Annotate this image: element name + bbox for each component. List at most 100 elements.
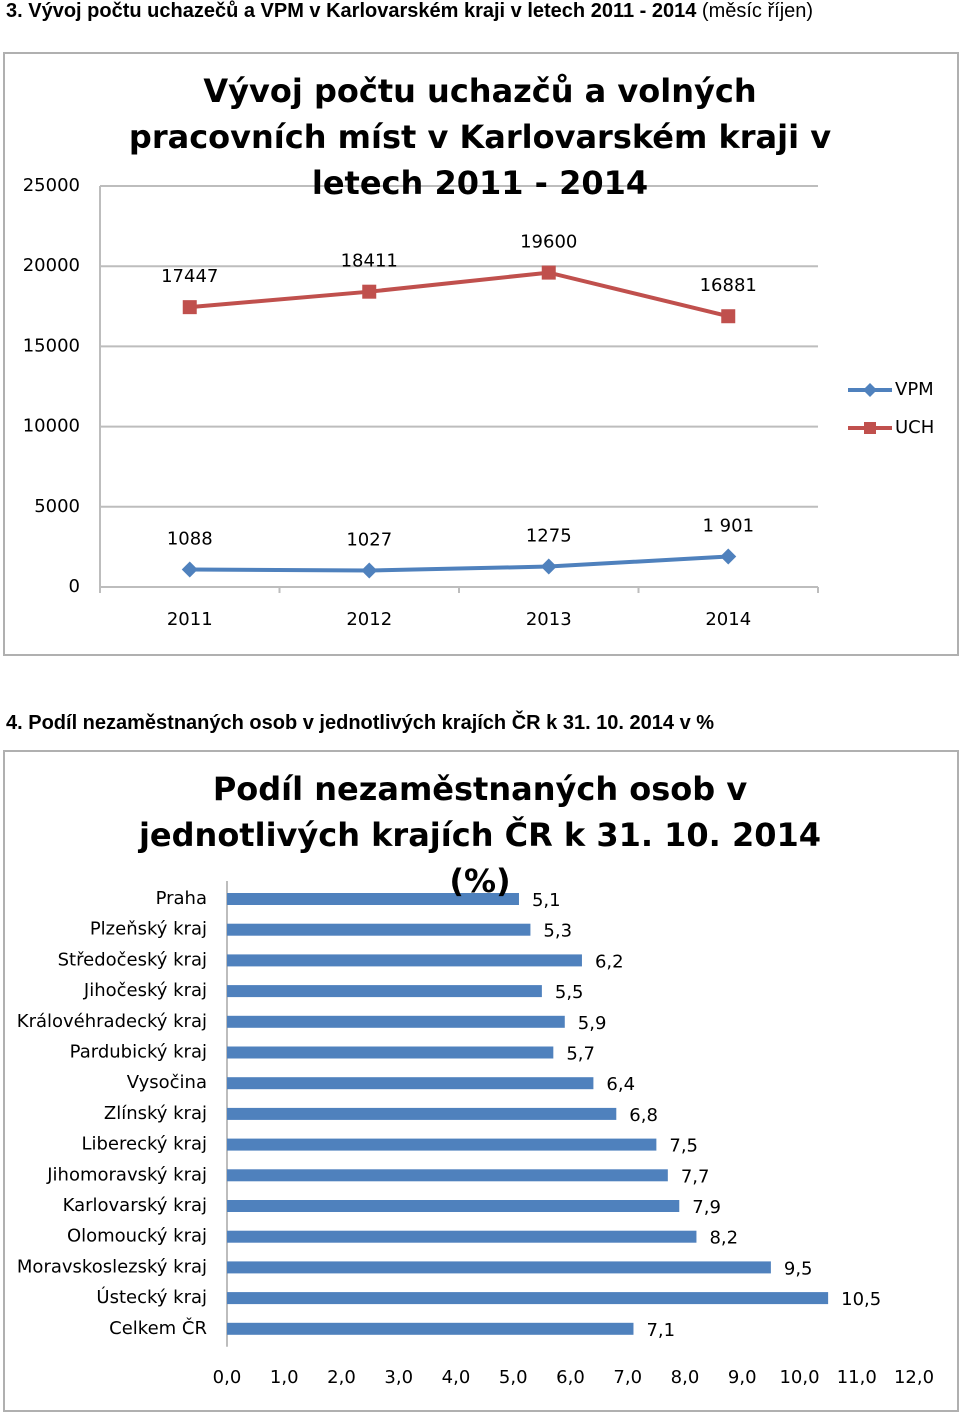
data-label: 1027 (346, 530, 392, 551)
y-tick-label: 20000 (23, 255, 80, 276)
x-tick-label: 6,0 (556, 1367, 585, 1388)
y-tick-label: 10000 (23, 416, 80, 437)
marker (182, 300, 197, 315)
x-tick-label: 2014 (705, 609, 751, 630)
x-tick-label: 8,0 (671, 1367, 700, 1388)
y-tick-label: Liberecký kraj (81, 1134, 207, 1155)
data-label: 7,9 (692, 1197, 721, 1218)
legend-marker (864, 422, 876, 434)
data-label: 7,7 (681, 1166, 710, 1187)
y-tick-label: Moravskoslezský kraj (17, 1256, 207, 1277)
legend-label: VPM (895, 379, 934, 400)
data-label: 6,8 (629, 1105, 658, 1126)
y-tick-label: Karlovarský kraj (63, 1195, 207, 1216)
marker (361, 562, 378, 579)
x-tick-label: 5,0 (499, 1367, 528, 1388)
heading-note: (měsíc říjen) (701, 0, 814, 22)
y-tick-label: Praha (156, 888, 207, 909)
y-tick-label: Pardubický kraj (70, 1042, 207, 1063)
bar (227, 985, 542, 998)
chart-frame (3, 750, 959, 1412)
bar (227, 1169, 668, 1182)
data-label: 17447 (161, 266, 218, 287)
data-label: 5,5 (555, 982, 584, 1003)
y-tick-label: Zlínský kraj (104, 1103, 207, 1124)
y-tick-label: Olomoucký kraj (67, 1226, 207, 1247)
y-tick-label: 15000 (23, 335, 80, 356)
data-label: 18411 (341, 251, 398, 272)
bar (227, 1077, 594, 1090)
marker (181, 561, 198, 578)
x-tick-label: 4,0 (442, 1367, 471, 1388)
heading: 4. Podíl nezaměstnaných osob v jednotliv… (6, 712, 715, 734)
x-tick-label: 11,0 (837, 1367, 877, 1388)
bar (227, 893, 519, 905)
legend-label: UCH (895, 417, 934, 438)
marker (721, 309, 736, 324)
marker (541, 265, 556, 280)
data-label: 5,3 (543, 921, 572, 942)
x-tick-label: 2011 (167, 609, 213, 630)
y-tick-label: Plzeňský kraj (90, 919, 207, 940)
bar (227, 1107, 617, 1120)
data-label: 5,9 (578, 1013, 607, 1034)
y-tick-label: Ústecký kraj (96, 1286, 207, 1308)
y-tick-label: 0 (69, 576, 80, 597)
x-tick-label: 2012 (346, 609, 392, 630)
x-tick-label: 9,0 (728, 1367, 757, 1388)
x-tick-label: 2013 (526, 609, 572, 630)
heading-text: 3. Vývoj počtu uchazečů a VPM v Karlovar… (6, 0, 697, 22)
heading: 3. Vývoj počtu uchazečů a VPM v Karlovar… (6, 0, 813, 23)
legend-marker (863, 383, 877, 397)
data-label: 5,7 (566, 1044, 595, 1065)
data-label: 16881 (700, 275, 757, 296)
bar (227, 1015, 565, 1028)
y-tick-label: 25000 (23, 175, 80, 196)
y-tick-label: Středočeský kraj (58, 949, 207, 970)
marker (362, 284, 377, 299)
chart-frame (3, 52, 959, 656)
bar (227, 1138, 657, 1151)
x-tick-label: 7,0 (613, 1367, 642, 1388)
data-label: 7,1 (646, 1320, 675, 1341)
y-tick-label: Celkem ČR (109, 1317, 207, 1339)
data-label: 9,5 (784, 1258, 813, 1279)
chart-title: Vývoj počtu uchazčů a volných pracovních… (128, 72, 832, 202)
chart-title: Podíl nezaměstnaných osob v jednotlivých… (138, 770, 822, 900)
data-label: 8,2 (709, 1228, 738, 1249)
marker (720, 548, 737, 565)
y-tick-label: 5000 (34, 496, 80, 517)
data-label: 19600 (520, 232, 577, 253)
y-tick-label: Královéhradecký kraj (17, 1011, 207, 1032)
data-label: 10,5 (841, 1289, 881, 1310)
x-tick-label: 1,0 (270, 1367, 299, 1388)
x-tick-label: 2,0 (327, 1367, 356, 1388)
data-label: 6,4 (606, 1074, 635, 1095)
series-line (189, 554, 729, 573)
bar (227, 1322, 634, 1335)
data-label: 1275 (526, 526, 572, 547)
x-tick-label: 10,0 (779, 1367, 819, 1388)
x-tick-label: 0,0 (213, 1367, 242, 1388)
data-label: 5,1 (532, 890, 561, 911)
y-tick-label: Jihomoravský kraj (46, 1164, 207, 1185)
data-label: 6,2 (595, 951, 624, 972)
y-tick-label: Jihočeský kraj (83, 980, 207, 1001)
x-tick-label: 3,0 (384, 1367, 413, 1388)
data-label: 7,5 (669, 1136, 698, 1157)
marker (540, 558, 557, 575)
series-line (189, 270, 729, 319)
bar (227, 1200, 680, 1212)
bar (227, 954, 582, 967)
data-label: 1 901 (702, 516, 754, 537)
bar (227, 1046, 554, 1059)
data-label: 1088 (167, 529, 213, 550)
bar (227, 923, 531, 936)
bar (227, 1230, 697, 1243)
y-tick-label: Vysočina (127, 1072, 207, 1093)
bar (227, 1261, 771, 1274)
bar (227, 1292, 829, 1305)
x-tick-label: 12,0 (894, 1367, 934, 1388)
